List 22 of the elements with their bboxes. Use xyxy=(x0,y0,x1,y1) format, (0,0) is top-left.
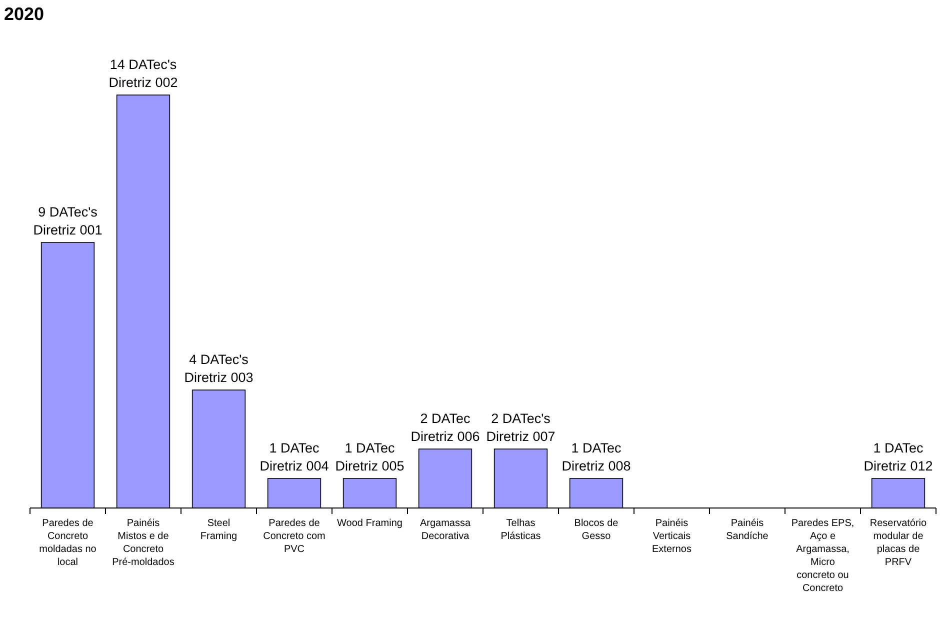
data-label: 1 DATec Diretriz 012 xyxy=(864,440,933,474)
x-tick-label: Reservatório modular de placas de PRFV xyxy=(870,518,928,568)
x-tick-label: Paredes de Concreto moldadas no local xyxy=(39,518,97,568)
data-label: 2 DATec Diretriz 006 xyxy=(410,411,480,444)
data-label: 1 DATec Diretriz 008 xyxy=(562,440,631,474)
chart-title: 2020 xyxy=(4,4,44,24)
data-label: 9 DATec's Diretriz 001 xyxy=(33,204,102,238)
data-label: 14 DATec's Diretriz 002 xyxy=(108,57,178,90)
data-label: 1 DATec Diretriz 004 xyxy=(260,440,330,474)
data-label: 1 DATec Diretriz 005 xyxy=(335,440,404,474)
x-tick-label: Blocos de Gesso xyxy=(574,518,619,542)
x-tick-label: Painéis Verticais Externos xyxy=(652,518,692,555)
x-tick-label: Paredes de Concreto com PVC xyxy=(263,518,326,555)
x-tick-label: Painéis Mistos e de Concreto Pré-moldados xyxy=(112,518,174,568)
x-tick-label: Telhas Plásticas xyxy=(500,518,541,542)
data-label: 4 DATec's Diretriz 003 xyxy=(184,352,254,385)
x-tick-label: Painéis Sandíche xyxy=(726,518,769,542)
x-tick-label: Paredes EPS, Aço e Argamassa, Micro concreto ou Concreto xyxy=(791,518,854,594)
x-tick-label: Wood Framing xyxy=(337,518,402,529)
data-label: 2 DATec's Diretriz 007 xyxy=(486,411,556,444)
x-tick-label: Argamassa Decorativa xyxy=(420,518,471,542)
x-tick-label: Steel Framing xyxy=(200,518,238,542)
